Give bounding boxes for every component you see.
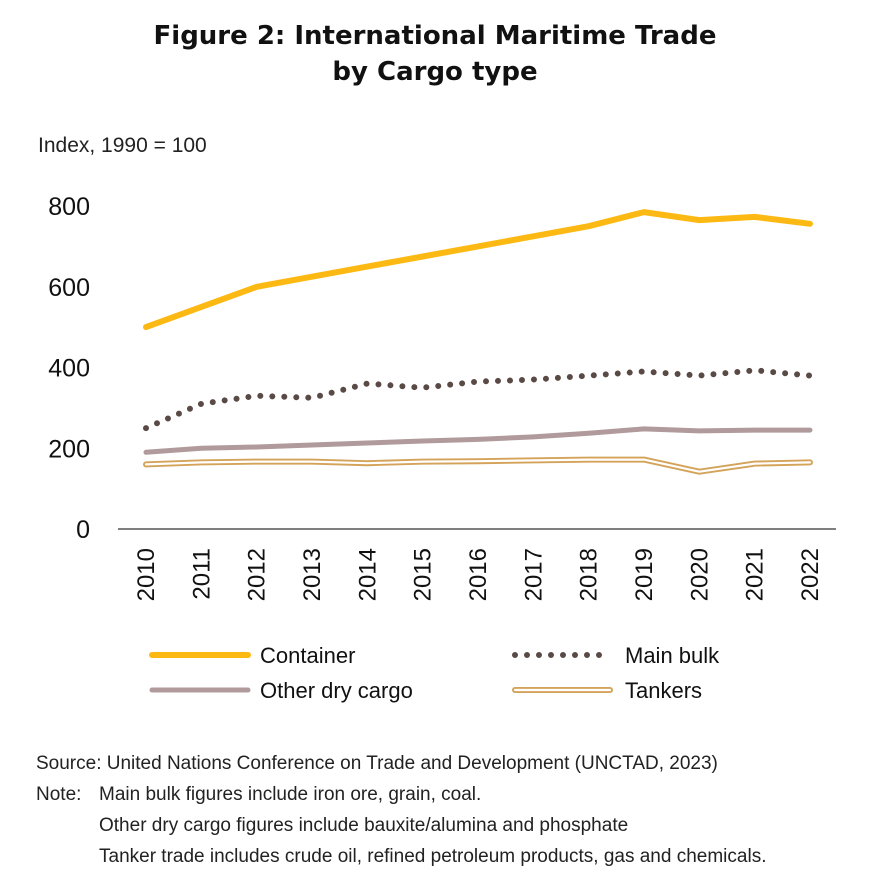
- note-other-dry-cargo: Other dry cargo figures include bauxite/…: [99, 815, 629, 836]
- x-axis-ticks: 2010 2011 2012 2013 2014 2015 2016 2017 2018 2019…: [133, 548, 824, 601]
- y-axis-ticks: 0 200 400 600 800: [48, 193, 90, 544]
- series-other-dry-cargo: [143, 426, 813, 455]
- chart-title-line-1: Figure 2: International Maritime Trade: [153, 21, 717, 51]
- series-lines: [143, 209, 813, 475]
- note-main-bulk: Main bulk figures include iron ore, grai…: [99, 784, 482, 805]
- x-tick-label: 2019: [631, 548, 658, 601]
- source-text: Source: United Nations Conference on Tra…: [36, 753, 718, 774]
- line-chart: Index, 1990 = 100 0 200 400 600 800 2010 2011…: [38, 134, 836, 703]
- x-tick-label: 2012: [244, 548, 271, 601]
- y-tick-label: 600: [48, 274, 90, 302]
- y-tick-label: 400: [48, 355, 90, 383]
- legend-label-other-dry-cargo: Other dry cargo: [260, 678, 413, 703]
- x-tick-label: 2022: [797, 548, 824, 601]
- x-tick-label: 2010: [133, 548, 160, 601]
- series-main-bulk: [143, 367, 813, 432]
- x-tick-label: 2018: [576, 548, 603, 601]
- series-line-tankers-inner: [144, 458, 812, 473]
- y-tick-label: 0: [76, 516, 90, 544]
- x-tick-label: 2020: [686, 548, 713, 601]
- legend-item-tankers: Tankers: [512, 678, 702, 703]
- x-tick-label: 2016: [465, 548, 492, 601]
- y-axis-label: Index, 1990 = 100: [38, 134, 207, 157]
- series-line-container: [143, 209, 813, 331]
- x-tick-label: 2021: [742, 548, 769, 601]
- legend-item-main-bulk: Main bulk: [512, 643, 720, 668]
- series-container: [143, 209, 813, 331]
- source-notes: Source: United Nations Conference on Tra…: [36, 748, 766, 872]
- series-tankers: [143, 456, 813, 475]
- x-tick-label: 2013: [299, 548, 326, 601]
- legend-item-other-dry-cargo: Other dry cargo: [149, 678, 413, 703]
- legend: Container Main bulk Other dry cargo Tankers: [149, 643, 720, 703]
- chart-title-line-2: by Cargo type: [332, 57, 538, 87]
- legend-label-tankers: Tankers: [625, 678, 702, 703]
- note-label: Note:: [36, 784, 82, 805]
- x-tick-label: 2017: [520, 548, 547, 601]
- x-tick-label: 2011: [188, 548, 215, 600]
- x-tick-label: 2015: [410, 548, 437, 601]
- series-line-other-dry-cargo: [143, 426, 813, 455]
- chart-title: Figure 2: International Maritime Trade b…: [0, 18, 870, 90]
- legend-label-container: Container: [260, 643, 355, 668]
- legend-label-main-bulk: Main bulk: [625, 643, 720, 668]
- series-line-main-bulk: [143, 367, 813, 432]
- x-tick-label: 2014: [354, 548, 381, 601]
- note-tankers: Tanker trade includes crude oil, refined…: [99, 846, 767, 867]
- y-tick-label: 800: [48, 193, 90, 221]
- legend-item-container: Container: [149, 643, 355, 668]
- y-tick-label: 200: [48, 435, 90, 463]
